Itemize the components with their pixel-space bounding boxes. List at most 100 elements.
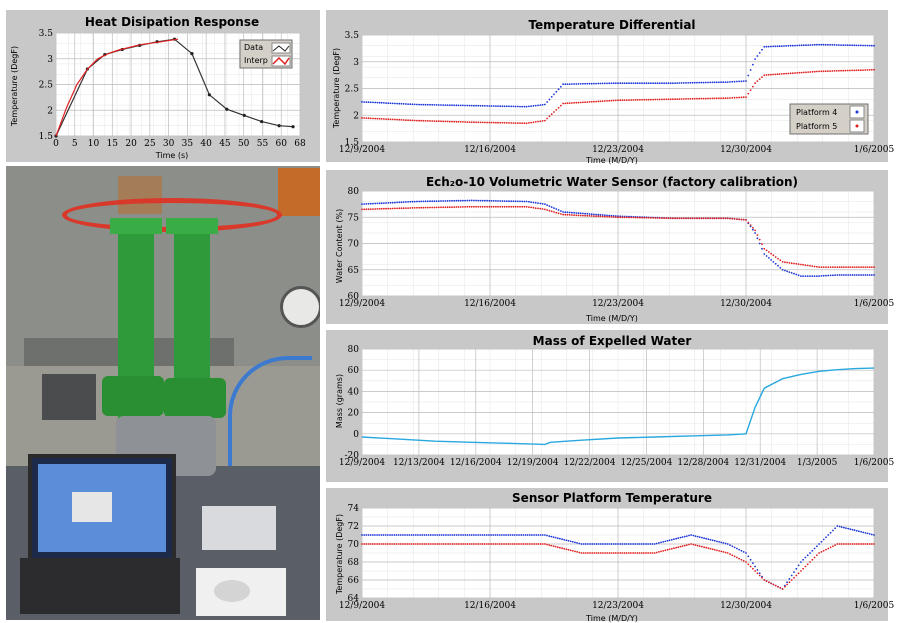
platform-data-point-1	[811, 559, 813, 561]
water-data-point-1	[608, 216, 610, 218]
platform-data-point-1	[424, 543, 426, 545]
water-xlabel: Time (M/D/Y)	[585, 314, 638, 323]
platform-data-point-0	[714, 540, 716, 542]
platform-data-point-0	[452, 534, 454, 536]
platform-data-point-0	[741, 550, 743, 552]
diff-data-point-0	[628, 82, 630, 84]
heat-data-point	[225, 108, 228, 111]
diff-data-point-1	[372, 118, 374, 120]
diff-data-point-0	[659, 82, 661, 84]
platform-data-point-1	[387, 543, 389, 545]
water-data-point-1	[597, 215, 599, 217]
platform-data-point-1	[574, 551, 576, 553]
diff-data-point-0	[615, 82, 617, 84]
diff-data-point-0	[537, 105, 539, 107]
platform-data-point-0	[673, 538, 675, 540]
diff-data-point-1	[652, 99, 654, 101]
water-data-point-1	[773, 254, 775, 256]
platform-data-point-0	[858, 530, 860, 532]
water-data-point-1	[440, 206, 442, 208]
platform-data-point-1	[759, 575, 761, 577]
platform-data-point-0	[449, 534, 451, 536]
platform-data-point-1	[795, 575, 797, 577]
diff-data-point-0	[558, 88, 560, 90]
water-data-point-0	[513, 200, 515, 202]
diff-data-point-1	[681, 98, 683, 100]
diff-data-point-0	[374, 102, 376, 104]
diff-data-point-0	[418, 104, 420, 106]
diff-data-point-0	[871, 45, 873, 47]
diff-data-point-1	[502, 122, 504, 124]
diff-data-point-0	[491, 105, 493, 107]
mass-x-tick-label: 12/22/2004	[564, 458, 616, 468]
platform-data-point-0	[391, 534, 393, 536]
diff-data-point-0	[602, 83, 604, 85]
water-data-point-0	[396, 202, 398, 204]
platform-data-point-1	[766, 580, 768, 582]
platform-data-point-1	[561, 547, 563, 549]
diff-data-point-0	[453, 104, 455, 106]
water-data-point-0	[560, 210, 562, 212]
platform-data-point-0	[381, 534, 383, 536]
platform-data-point-0	[823, 539, 825, 541]
diff-data-point-1	[608, 100, 610, 102]
heat-xlabel: Time (s)	[155, 151, 189, 160]
water-data-point-0	[387, 202, 389, 204]
diff-data-point-0	[473, 105, 475, 107]
water-data-point-1	[873, 266, 875, 268]
water-data-point-1	[370, 208, 372, 210]
diff-data-point-1	[524, 122, 526, 124]
water-data-point-0	[789, 271, 791, 273]
platform-data-point-0	[396, 534, 398, 536]
diff-data-point-1	[537, 121, 539, 123]
diff-data-point-1	[409, 119, 411, 121]
water-data-point-1	[827, 266, 829, 268]
water-data-point-1	[841, 266, 843, 268]
platform-data-point-1	[484, 543, 486, 545]
heat-y-tick-label: 2.5	[39, 81, 54, 91]
platform-data-point-1	[488, 543, 490, 545]
water-data-point-1	[768, 251, 770, 253]
water-data-point-1	[502, 206, 504, 208]
platform-data-point-0	[522, 534, 524, 536]
platform-data-point-1	[662, 550, 664, 552]
platform-data-point-1	[421, 543, 423, 545]
water-data-point-1	[615, 216, 617, 218]
diff-data-point-1	[729, 97, 731, 99]
platform-data-point-0	[695, 535, 697, 537]
water-data-point-1	[622, 216, 624, 218]
diff-data-point-1	[431, 120, 433, 122]
diff-data-point-1	[725, 97, 727, 99]
diff-data-point-1	[401, 119, 403, 121]
platform-data-point-1	[736, 557, 738, 559]
water-data-point-0	[473, 200, 475, 202]
diff-data-point-1	[772, 74, 774, 76]
water-data-point-1	[784, 261, 786, 263]
water-data-point-1	[377, 208, 379, 210]
diff-data-point-0	[803, 44, 805, 46]
platform-data-point-0	[745, 552, 747, 554]
water-data-point-1	[394, 208, 396, 210]
water-data-point-1	[555, 212, 557, 214]
water-data-point-0	[530, 201, 532, 203]
platform-data-point-0	[533, 534, 535, 536]
diff-data-point-0	[801, 44, 803, 46]
water-data-point-1	[777, 258, 779, 260]
platform-data-point-1	[856, 543, 858, 545]
water-data-point-1	[539, 208, 541, 210]
diff-data-point-1	[768, 74, 770, 76]
platform-data-point-0	[424, 534, 426, 536]
platform-data-point-0	[743, 551, 745, 553]
platform-data-point-1	[400, 543, 402, 545]
water-data-point-1	[575, 214, 577, 216]
diff-data-point-1	[805, 71, 807, 73]
platform-data-point-1	[507, 543, 509, 545]
platform-data-point-0	[729, 544, 731, 546]
water-data-point-1	[722, 217, 724, 219]
water-data-point-1	[818, 266, 820, 268]
water-data-point-0	[434, 200, 436, 202]
diff-data-point-0	[440, 104, 442, 106]
diff-data-point-1	[528, 122, 530, 124]
platform-data-point-1	[682, 545, 684, 547]
diff-data-point-1	[788, 73, 790, 75]
